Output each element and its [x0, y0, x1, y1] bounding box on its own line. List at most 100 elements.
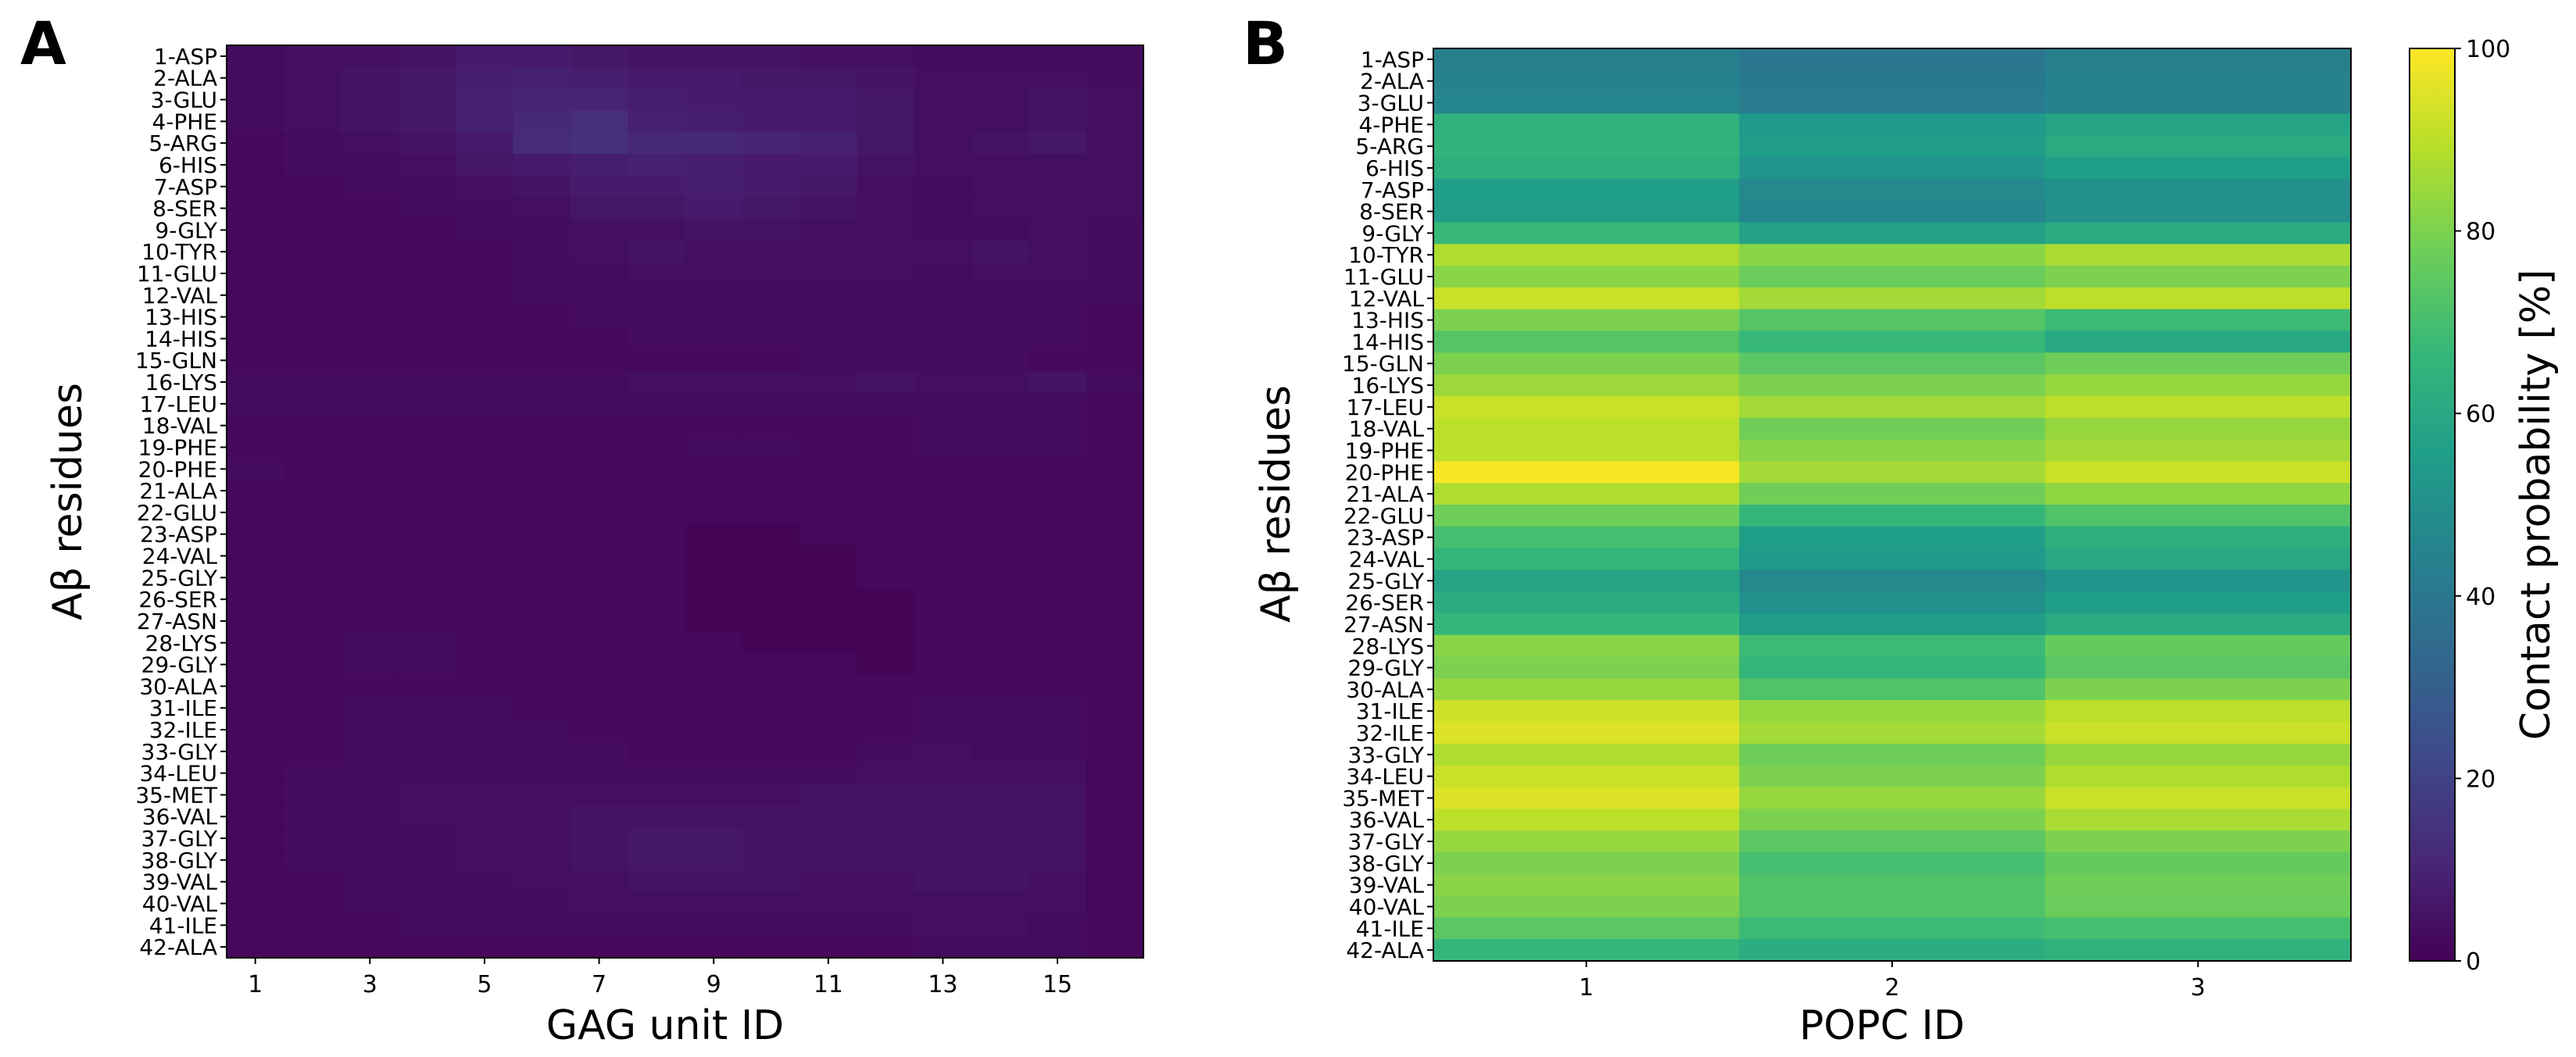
a-cell — [284, 305, 342, 329]
a-cell — [857, 848, 915, 872]
a-cell — [742, 719, 800, 741]
b-cell — [2045, 483, 2352, 505]
b-cell — [1433, 656, 1740, 680]
x-ticks-b: 1 2 3 — [1579, 961, 2206, 1002]
a-cell — [685, 197, 743, 220]
b-cell — [1433, 178, 1740, 202]
a-cell — [227, 805, 284, 828]
b-y-tick-label: 1-ASP — [1361, 47, 1424, 73]
a-cell — [341, 697, 399, 720]
a-cell — [513, 284, 571, 307]
a-cell — [742, 305, 800, 329]
a-cell — [513, 110, 571, 133]
a-cell — [800, 458, 858, 480]
a-cell — [685, 132, 743, 155]
a-cell — [513, 480, 571, 502]
a-cell — [800, 327, 858, 350]
a-cell — [742, 610, 800, 633]
a-cell — [685, 262, 743, 285]
a-cell — [456, 502, 514, 524]
b-cell — [1739, 309, 2046, 332]
a-cell — [456, 88, 514, 112]
a-y-tick-label: 34-LEU — [139, 761, 217, 787]
a-cell — [1086, 762, 1144, 785]
a-cell — [857, 566, 915, 589]
a-y-tick-label: 27-ASN — [137, 609, 217, 634]
a-cell — [341, 762, 399, 785]
a-cell — [914, 675, 972, 698]
b-cell — [2045, 244, 2352, 266]
b-cell — [1433, 917, 1740, 940]
colorbar-tick-label: 80 — [2466, 219, 2496, 246]
a-cell — [857, 653, 915, 677]
a-cell — [456, 154, 514, 177]
a-cell — [227, 284, 284, 307]
a-cell — [685, 414, 743, 437]
a-cell — [456, 805, 514, 828]
b-x-tick-label: 3 — [2191, 974, 2206, 1002]
a-cell — [1086, 566, 1144, 589]
a-cell — [1029, 827, 1087, 850]
a-cell — [857, 305, 915, 329]
a-cell — [1086, 45, 1144, 68]
b-cell — [1433, 200, 1740, 223]
a-cell — [800, 436, 858, 459]
a-cell — [971, 327, 1029, 350]
a-cell — [628, 848, 686, 872]
panel-b: B 1-ASP2-ALA3-GLU4-PHE5-ARG6-HIS7-ASP8-S… — [1243, 9, 2352, 1049]
a-y-tick-label: 24-VAL — [142, 544, 218, 570]
a-cell — [341, 88, 399, 112]
b-cell — [1433, 135, 1740, 158]
b-cell — [1739, 743, 2046, 766]
a-cell — [513, 697, 571, 720]
colorbar: 0 20 40 60 80 100 Contact probability [%] — [2409, 36, 2560, 976]
a-cell — [628, 154, 686, 177]
a-cell — [742, 175, 800, 198]
a-cell — [971, 262, 1029, 285]
a-cell — [914, 936, 972, 959]
a-cell — [1029, 870, 1087, 894]
a-cell — [570, 371, 628, 394]
b-y-tick-label: 18-VAL — [1349, 416, 1425, 442]
a-cell — [971, 719, 1029, 741]
a-cell — [971, 653, 1029, 677]
a-cell — [570, 88, 628, 112]
b-cell — [1433, 222, 1740, 245]
a-cell — [857, 480, 915, 502]
b-cell — [1739, 70, 2046, 93]
b-cell — [1739, 113, 2046, 136]
a-cell — [685, 502, 743, 524]
a-cell — [971, 914, 1029, 937]
b-cell — [1739, 895, 2046, 918]
b-cell — [1433, 700, 1740, 723]
b-cell — [1433, 91, 1740, 115]
a-cell — [971, 305, 1029, 329]
a-y-tick-label: 12-VAL — [142, 283, 218, 309]
a-cell — [971, 219, 1029, 241]
a-cell — [227, 762, 284, 785]
b-cell — [1433, 613, 1740, 636]
b-cell — [2045, 266, 2352, 288]
b-cell — [1433, 352, 1740, 375]
a-cell — [1086, 870, 1144, 894]
b-y-tick-label: 11-GLU — [1343, 264, 1424, 290]
a-cell — [570, 284, 628, 307]
a-cell — [227, 610, 284, 633]
a-cell — [742, 502, 800, 524]
a-cell — [1029, 88, 1087, 112]
a-cell — [914, 740, 972, 763]
a-cell — [456, 914, 514, 937]
b-y-tick-label: 3-GLU — [1358, 91, 1424, 116]
b-y-tick-label: 34-LEU — [1346, 764, 1424, 790]
b-cell — [1739, 222, 2046, 245]
b-cell — [2045, 852, 2352, 875]
a-cell — [227, 719, 284, 741]
b-cell — [1433, 678, 1740, 701]
a-cell — [284, 414, 342, 437]
a-cell — [513, 262, 571, 285]
a-cell — [570, 805, 628, 828]
a-cell — [284, 480, 342, 502]
a-cell — [341, 349, 399, 372]
a-cell — [341, 262, 399, 285]
a-cell — [284, 740, 342, 763]
